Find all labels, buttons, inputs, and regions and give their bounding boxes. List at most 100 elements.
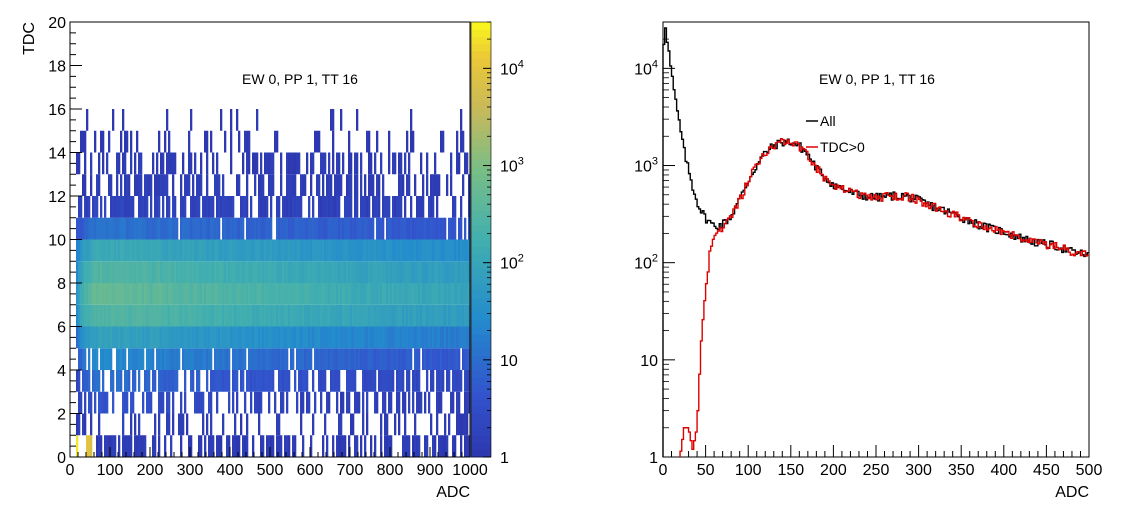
heatmap-cell [340,391,343,414]
heatmap-cell [432,370,435,392]
colorbar-segment [471,80,491,88]
heatmap-cell [248,304,251,327]
heatmap-cell [312,152,315,175]
heatmap-cell [146,196,149,218]
colorbar-segment [471,283,491,291]
heatmap-cell [128,261,131,283]
heatmap-cell [354,391,357,414]
heatmap-cell [322,304,325,327]
heatmap-cell [344,348,347,370]
heatmap-cell [226,326,229,349]
heatmap-cell [154,196,157,218]
heatmap-cell [260,174,263,196]
colorbar-segment [471,268,491,277]
heatmap-cell [160,391,163,414]
heatmap-cell [188,152,191,175]
heatmap-cell [110,326,113,349]
heatmap-cell [408,304,411,327]
colorbar-segment [471,384,491,393]
heatmap-cell [130,391,133,414]
heatmap-cell [230,304,233,327]
heatmap-cell [210,283,213,305]
heatmap-cell [454,348,457,370]
heatmap-cell [364,261,367,283]
heatmap-cell [454,370,457,392]
heatmap-cell [460,435,463,457]
heatmap-cell [312,283,315,305]
heatmap-cell [78,326,81,349]
heatmap-cell [280,283,283,305]
heatmap-cell [418,326,421,349]
heatmap-cell [80,348,83,370]
heatmap-cell [222,283,225,305]
heatmap-x-tick-label: 1000 [452,462,488,479]
heatmap-cell [396,283,399,305]
heatmap-cell [440,283,443,305]
heatmap-cell [122,196,125,218]
heatmap-cell [224,261,227,283]
heatmap-cell [410,283,413,305]
heatmap-cell [278,283,281,305]
heatmap-cell [200,217,203,240]
heatmap-cell [84,370,87,392]
heatmap-cell [126,304,129,327]
heatmap-cell [314,261,317,283]
heatmap-cell [386,413,389,436]
heatmap-cell [378,348,381,370]
heatmap-cell [236,239,239,262]
heatmap-cell [460,261,463,283]
heatmap-cell [198,196,201,218]
colorbar-segment [471,319,491,327]
heatmap-cell [142,435,145,457]
heatmap-x-axis-label: ADC [436,484,470,501]
heatmap-cell [364,174,367,196]
heatmap-cell [386,217,389,240]
histogram-x-tick-label: 400 [990,462,1017,479]
heatmap-cell [382,326,385,349]
heatmap-cell [100,391,103,414]
heatmap-cell [334,304,337,327]
colorbar-segment [471,254,491,262]
heatmap-cell [90,283,93,305]
heatmap-cell [210,261,213,283]
histogram-x-tick-label: 100 [735,462,762,479]
heatmap-cell [448,217,451,240]
heatmap-cell [296,283,299,305]
heatmap-cell [278,239,281,262]
heatmap-cell [444,217,447,240]
heatmap-cell [318,174,321,196]
heatmap-cell [144,217,147,240]
heatmap-cell [122,435,125,457]
heatmap-cell [356,435,359,457]
heatmap-cell [456,326,459,349]
heatmap-cell [304,370,307,392]
heatmap-cell [466,304,469,327]
heatmap-cell [100,217,103,240]
heatmap-cell [318,283,321,305]
legend: All TDC>0 [806,113,865,155]
heatmap-cell [98,239,101,262]
heatmap-cell [164,261,167,283]
heatmap-cell [456,304,459,327]
heatmap-cell [336,283,339,305]
heatmap-cell [202,326,205,349]
heatmap-cell [210,326,213,349]
heatmap-cell [194,348,197,370]
heatmap-cell [402,326,405,349]
heatmap-cell [250,239,253,262]
heatmap-cell [342,217,345,240]
heatmap-cell [398,196,401,218]
heatmap-cell [130,435,133,457]
heatmap-cell [166,326,169,349]
heatmap-cell [258,370,261,392]
heatmap-cell [258,348,261,370]
heatmap-cell [406,304,409,327]
heatmap-cell [148,391,151,414]
heatmap-cell [110,196,113,218]
heatmap-cell [80,217,83,240]
heatmap-cell [242,152,245,175]
heatmap-cell [340,435,343,457]
heatmap-cell [196,261,199,283]
heatmap-cell [76,152,79,175]
heatmap-cell [348,283,351,305]
